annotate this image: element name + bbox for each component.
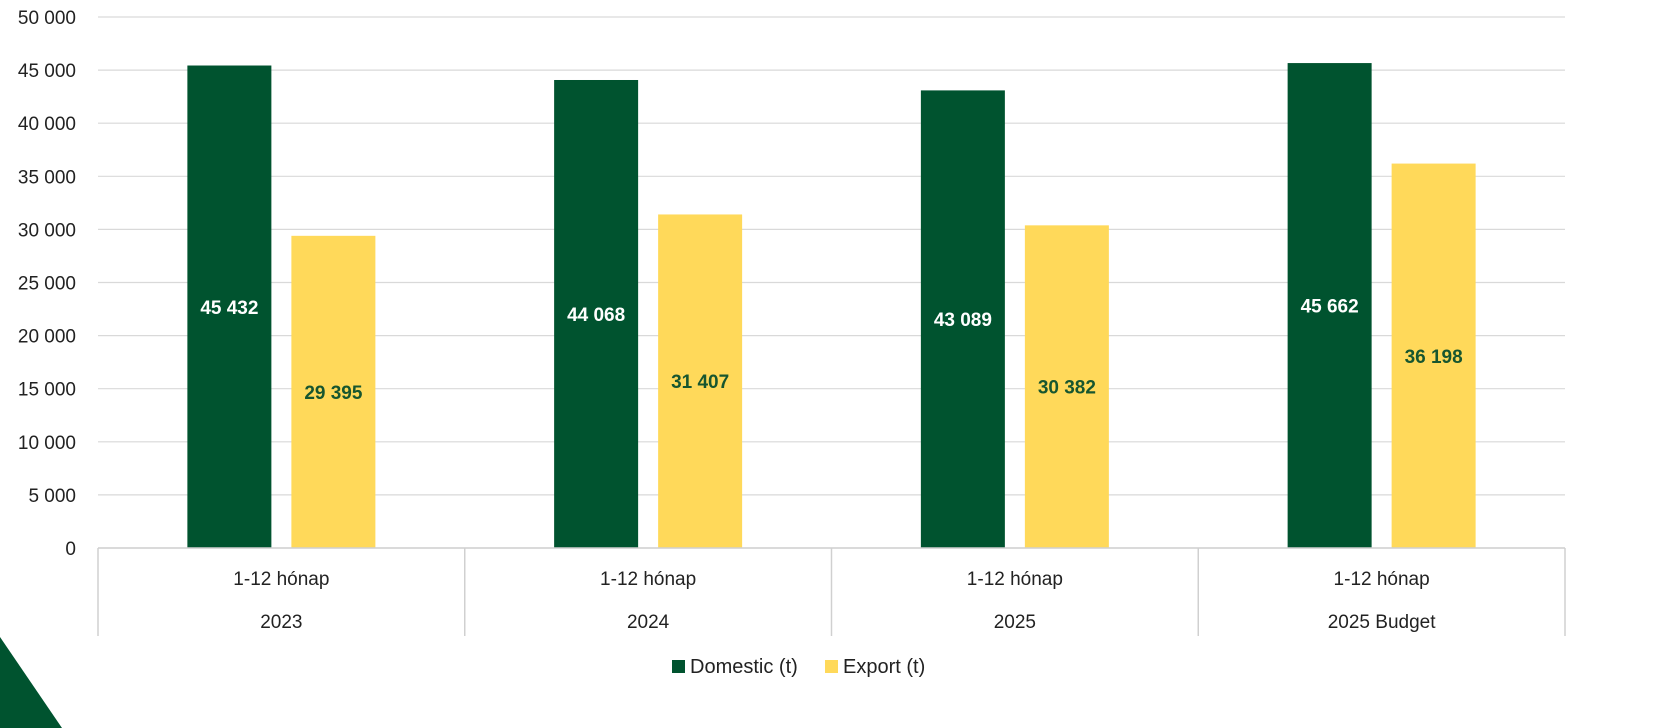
y-tick-label: 45 000: [18, 61, 76, 82]
bar-domestic: [554, 79, 639, 549]
bar-export: [1024, 225, 1109, 549]
y-tick-label: 25 000: [18, 274, 76, 295]
bar-domestic: [920, 90, 1005, 548]
y-tick-label: 5 000: [28, 486, 76, 507]
data-label-domestic: 45 662: [1301, 297, 1359, 318]
y-tick-label: 40 000: [18, 114, 76, 135]
data-label-domestic: 43 089: [934, 310, 992, 331]
legend-swatch-domestic: [672, 660, 685, 673]
data-label-export: 29 395: [304, 383, 363, 404]
y-tick-label: 30 000: [18, 220, 76, 241]
x-category-period-label: 1-12 hónap: [967, 569, 1063, 590]
bar-export: [291, 235, 376, 548]
x-category-group-label: 2023: [260, 612, 302, 633]
legend: Domestic (t) Export (t): [672, 656, 925, 678]
y-tick-label: 10 000: [18, 433, 76, 454]
data-label-domestic: 45 432: [200, 298, 258, 319]
data-label-export: 31 407: [671, 372, 729, 393]
y-tick-label: 35 000: [18, 167, 76, 188]
x-category-period-label: 1-12 hónap: [1334, 569, 1430, 590]
x-category-period-label: 1-12 hónap: [600, 569, 696, 590]
bar-export: [1391, 163, 1476, 548]
y-tick-label: 0: [65, 539, 76, 560]
data-label-export: 36 198: [1405, 347, 1463, 368]
y-tick-label: 50 000: [18, 8, 76, 29]
bar-export: [658, 214, 743, 549]
data-labels: 45 432 29 395 44 068 31 407 43 089 30 382 45 6…: [200, 297, 1462, 404]
legend-label-export: Export (t): [843, 656, 925, 678]
x-axis: 1-12 hónap 2023 1-12 hónap 2024 1-12 hónap 20…: [97, 547, 1566, 636]
data-label-domestic: 44 068: [567, 305, 625, 326]
y-tick-label: 20 000: [18, 327, 76, 348]
bar-domestic: [1287, 63, 1372, 549]
legend-swatch-export: [825, 660, 838, 673]
x-category-group-label: 2025 Budget: [1328, 612, 1436, 633]
y-axis: 0 5 000 10 000 15 000 20 000 25 000 30 000 35 0…: [18, 8, 76, 560]
corner-triangle-decoration: [0, 637, 62, 728]
x-category-group-label: 2024: [627, 612, 670, 633]
legend-label-domestic: Domestic (t): [690, 656, 798, 678]
y-tick-label: 15 000: [18, 380, 76, 401]
x-category-period-label: 1-12 hónap: [233, 569, 329, 590]
bar-domestic: [187, 65, 272, 549]
x-category-group-label: 2025: [994, 612, 1036, 633]
bars: [187, 63, 1476, 549]
data-label-export: 30 382: [1038, 378, 1096, 399]
